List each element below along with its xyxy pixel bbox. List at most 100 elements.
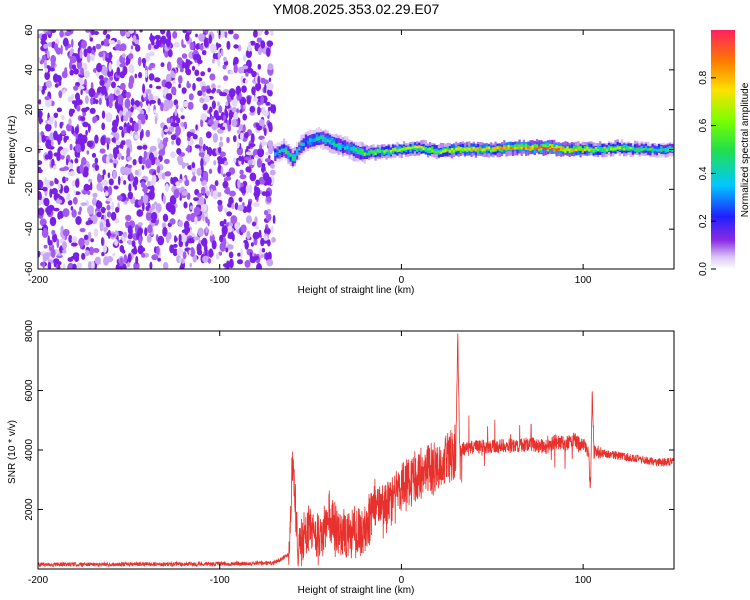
noise-blob [108,62,112,72]
noise-blob [264,158,271,163]
noise-blob [138,155,143,165]
noise-blob [259,144,262,150]
noise-blob [72,196,78,205]
noise-blob [239,169,244,175]
track-cell [394,148,397,151]
noise-blob [206,146,213,157]
snr-xtick-label: 100 [575,575,592,586]
noise-blob [181,61,185,69]
noise-blob [231,97,238,107]
noise-blob [61,70,68,79]
noise-blob [266,213,272,222]
noise-blob [126,262,131,268]
track-cell [431,150,434,153]
noise-blob [257,75,261,86]
track-cell [372,150,375,153]
noise-blob [243,54,247,62]
noise-blob [226,211,233,217]
noise-blob [217,191,222,198]
noise-blob [241,85,247,93]
noise-blob [242,124,246,133]
noise-blob [80,202,87,207]
noise-blob [133,122,139,132]
track-cell [490,149,493,152]
noise-blob [211,89,215,94]
noise-blob [170,70,175,78]
track-cell [370,150,373,153]
track-cell [420,145,423,149]
noise-blob [43,59,48,70]
noise-blob [125,221,130,229]
noise-blob [155,203,162,213]
track-cell [459,146,462,150]
track-cell [487,146,491,150]
spectrogram-track [274,127,674,168]
noise-blob [249,105,256,113]
noise-blob [267,122,273,129]
noise-blob [86,53,91,63]
noise-blob [79,206,82,213]
noise-blob [127,191,134,200]
track-cell [607,148,611,151]
noise-blob [201,237,208,247]
noise-blob [181,190,188,196]
track-cell [559,146,563,149]
noise-blob [188,249,192,255]
track-cell [655,145,658,151]
noise-blob [80,134,88,144]
noise-blob [271,236,276,243]
noise-blob [164,137,169,143]
track-cell [671,147,674,150]
noise-blob [205,131,212,139]
noise-blob [196,77,203,82]
spectrogram-ytick-label: 60 [24,24,35,36]
track-cell [431,146,434,152]
noise-blob [92,248,100,253]
noise-blob [182,177,186,182]
noise-blob [233,111,239,121]
noise-blob [116,141,121,146]
track-cell [477,148,480,153]
noise-blob [153,95,160,101]
noise-blob [141,202,145,212]
noise-blob [72,263,77,269]
noise-blob [55,47,62,55]
noise-blob [246,215,252,224]
noise-blob [94,99,99,105]
noise-blob [251,221,257,227]
noise-blob [249,172,257,182]
track-cell [357,146,360,154]
noise-blob [140,181,146,188]
noise-blob [122,231,128,238]
track-cell [450,148,454,154]
noise-blob [145,52,151,62]
noise-blob [231,203,235,210]
noise-blob [162,194,166,205]
track-cell [529,146,532,150]
noise-blob [248,143,256,148]
noise-blob [189,41,195,51]
noise-blob [179,67,184,73]
track-cell [354,148,358,152]
track-cell [551,144,554,150]
noise-blob [135,255,139,265]
noise-blob [178,75,183,84]
noise-blob [121,155,125,160]
noise-blob [41,33,48,41]
noise-blob [173,41,180,48]
noise-blob [69,143,73,151]
track-cell [276,151,279,155]
track-cell [555,148,558,151]
track-cell [285,150,288,154]
track-cell [446,149,449,152]
noise-blob [186,59,191,67]
spectrogram-ytick-label: -60 [24,261,35,276]
noise-blob [106,97,110,107]
noise-blob [106,211,112,218]
track-cell [594,147,597,150]
noise-blob [69,69,74,76]
noise-blob [109,40,116,45]
noise-blob [116,195,123,201]
noise-blob [233,64,238,74]
noise-blob [43,198,48,205]
